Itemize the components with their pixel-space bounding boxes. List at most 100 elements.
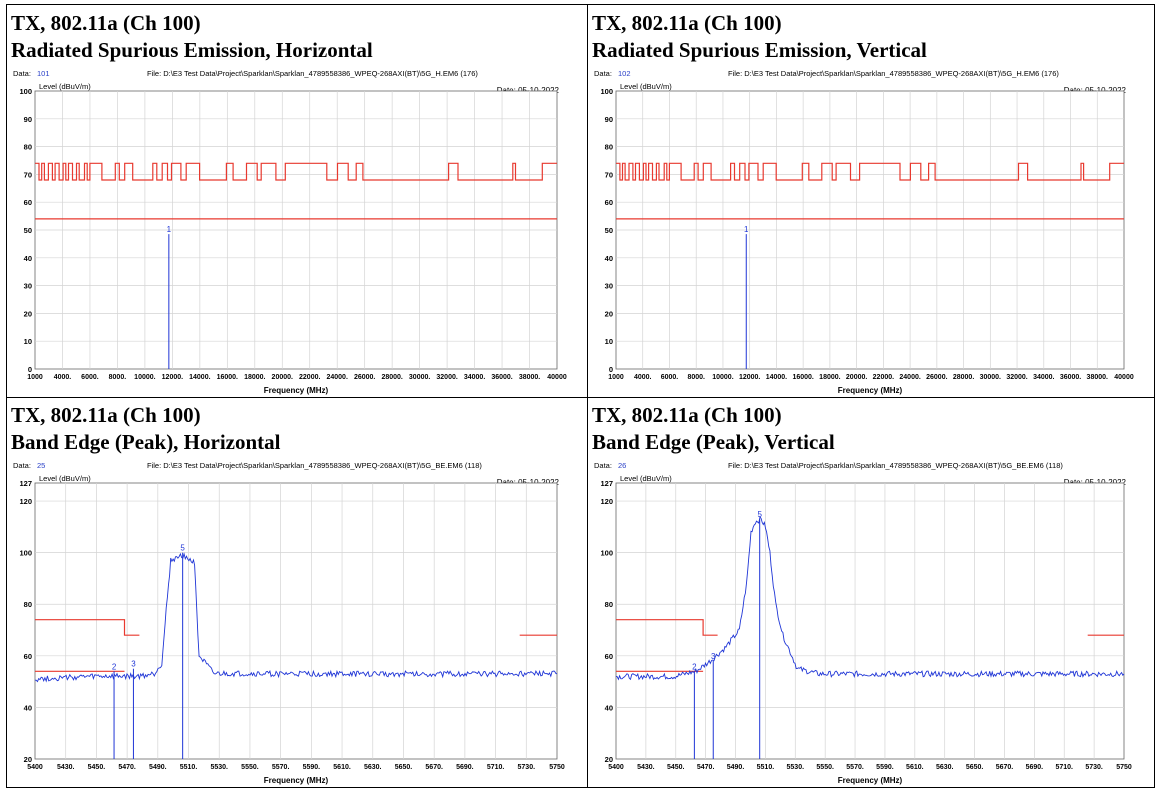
marker-label: 5: [757, 510, 762, 519]
y-tick-label: 80: [24, 600, 32, 609]
x-tick-label: 4000.: [54, 374, 72, 381]
y-tick-label: 30: [24, 282, 32, 291]
caption-line2: Band Edge (Peak), Horizontal: [11, 430, 281, 454]
y-tick-label: 60: [605, 198, 613, 207]
x-tick-label: 5450.: [667, 764, 685, 771]
y-tick-label: 127: [19, 479, 32, 488]
spurious-chart-horizontal: Data: 101 File: D:\E3 Test Data\Project\Sp…: [13, 69, 567, 395]
x-tick-label: 12000.: [739, 374, 760, 381]
bandedge-chart-horizontal: Data: 25 File: D:\E3 Test Data\Project\Spa…: [13, 461, 565, 785]
x-tick-label: 5550.: [816, 764, 834, 771]
file-path: File: D:\E3 Test Data\Project\Sparklan\S…: [147, 69, 478, 78]
panel-vertical-bandedge: TX, 802.11a (Ch 100) Band Edge (Peak), V…: [588, 398, 1156, 788]
data-label: Data:: [594, 461, 612, 470]
x-tick-label: 40000: [1114, 374, 1134, 381]
x-tick-label: 5590.: [876, 764, 894, 771]
x-tick-label: 14000.: [189, 374, 210, 381]
y-axis-label: Level (dBuV/m): [620, 474, 672, 483]
caption-line2: Radiated Spurious Emission, Horizontal: [11, 38, 373, 62]
y-tick-label: 80: [605, 600, 613, 609]
x-tick-label: 6000.: [661, 374, 679, 381]
y-tick-label: 90: [24, 115, 32, 124]
x-tick-label: 5510.: [757, 764, 775, 771]
x-axis-label: Frequency (MHz): [264, 386, 329, 395]
y-tick-label: 70: [605, 170, 613, 179]
x-tick-label: 5550.: [241, 764, 259, 771]
data-label: Data:: [13, 69, 31, 78]
y-tick-label: 20: [24, 755, 32, 764]
marker-label: 2: [692, 662, 697, 671]
y-tick-label: 100: [600, 87, 613, 96]
y-tick-label: 40: [24, 703, 32, 712]
x-tick-label: 5670.: [996, 764, 1014, 771]
row-divider: [7, 397, 1154, 398]
x-tick-label: 20000.: [846, 374, 867, 381]
x-tick-label: 5690.: [456, 764, 474, 771]
x-tick-label: 24000.: [899, 374, 920, 381]
x-tick-label: 40000: [547, 374, 567, 381]
y-tick-label: 80: [605, 143, 613, 152]
x-axis-label: Frequency (MHz): [264, 776, 329, 785]
y-tick-label: 20: [605, 755, 613, 764]
date-label: Date: 05-10-2022: [497, 86, 560, 95]
x-tick-label: 18000.: [819, 374, 840, 381]
x-tick-label: 6000.: [81, 374, 99, 381]
x-tick-label: 5400: [27, 764, 43, 771]
x-tick-label: 5710.: [487, 764, 505, 771]
x-tick-label: 5730.: [518, 764, 536, 771]
x-tick-label: 38000.: [1087, 374, 1108, 381]
x-tick-label: 8000.: [109, 374, 127, 381]
caption-line2: Band Edge (Peak), Vertical: [592, 430, 835, 454]
series-limit-peak: [616, 162, 1124, 181]
x-tick-label: 18000.: [244, 374, 265, 381]
x-tick-label: 5450.: [88, 764, 106, 771]
x-tick-label: 14000.: [766, 374, 787, 381]
data-number: 102: [618, 69, 631, 78]
y-tick-label: 40: [605, 703, 613, 712]
marker-label: 1: [167, 225, 172, 234]
x-tick-label: 5750: [1116, 764, 1132, 771]
y-tick-label: 30: [605, 282, 613, 291]
caption-line2: Radiated Spurious Emission, Vertical: [592, 38, 927, 62]
data-number: 25: [37, 461, 45, 470]
x-tick-label: 5570.: [272, 764, 290, 771]
x-tick-label: 5470.: [118, 764, 136, 771]
y-axis-label: Level (dBuV/m): [620, 82, 672, 91]
marker-label: 3: [131, 660, 136, 669]
x-tick-label: 36000.: [1060, 374, 1081, 381]
column-divider: [587, 5, 588, 787]
x-tick-label: 12000.: [162, 374, 183, 381]
y-tick-label: 40: [605, 254, 613, 263]
x-tick-label: 5650.: [395, 764, 413, 771]
caption-line1: TX, 802.11a (Ch 100): [11, 11, 201, 35]
panel-horizontal-bandedge: TX, 802.11a (Ch 100) Band Edge (Peak), H…: [7, 398, 587, 788]
x-tick-label: 28000.: [953, 374, 974, 381]
data-number: 101: [37, 69, 50, 78]
y-tick-label: 20: [24, 309, 32, 318]
x-tick-label: 22000.: [299, 374, 320, 381]
x-tick-label: 22000.: [873, 374, 894, 381]
x-tick-label: 10000.: [134, 374, 155, 381]
date-label: Date: 05-10-2022: [497, 478, 560, 487]
series-trace: [615, 515, 1125, 681]
date-label: Date: 05-10-2022: [1064, 86, 1127, 95]
series-limit-peak: [35, 619, 140, 636]
x-tick-label: 5400: [608, 764, 624, 771]
y-tick-label: 100: [600, 549, 613, 558]
plot-area: [34, 482, 558, 760]
x-tick-label: 5430.: [637, 764, 655, 771]
plot-area: [615, 482, 1125, 760]
marker-label: 1: [744, 225, 749, 234]
x-tick-label: 28000.: [381, 374, 402, 381]
x-tick-label: 16000.: [792, 374, 813, 381]
y-tick-label: 80: [24, 143, 32, 152]
y-tick-label: 60: [605, 652, 613, 661]
x-tick-label: 26000.: [926, 374, 947, 381]
x-tick-label: 26000.: [354, 374, 375, 381]
x-tick-label: 5430.: [57, 764, 75, 771]
x-tick-label: 5630.: [936, 764, 954, 771]
y-tick-label: 60: [24, 198, 32, 207]
caption-line1: TX, 802.11a (Ch 100): [592, 403, 782, 427]
x-tick-label: 5710.: [1055, 764, 1073, 771]
x-tick-label: 5690.: [1026, 764, 1044, 771]
